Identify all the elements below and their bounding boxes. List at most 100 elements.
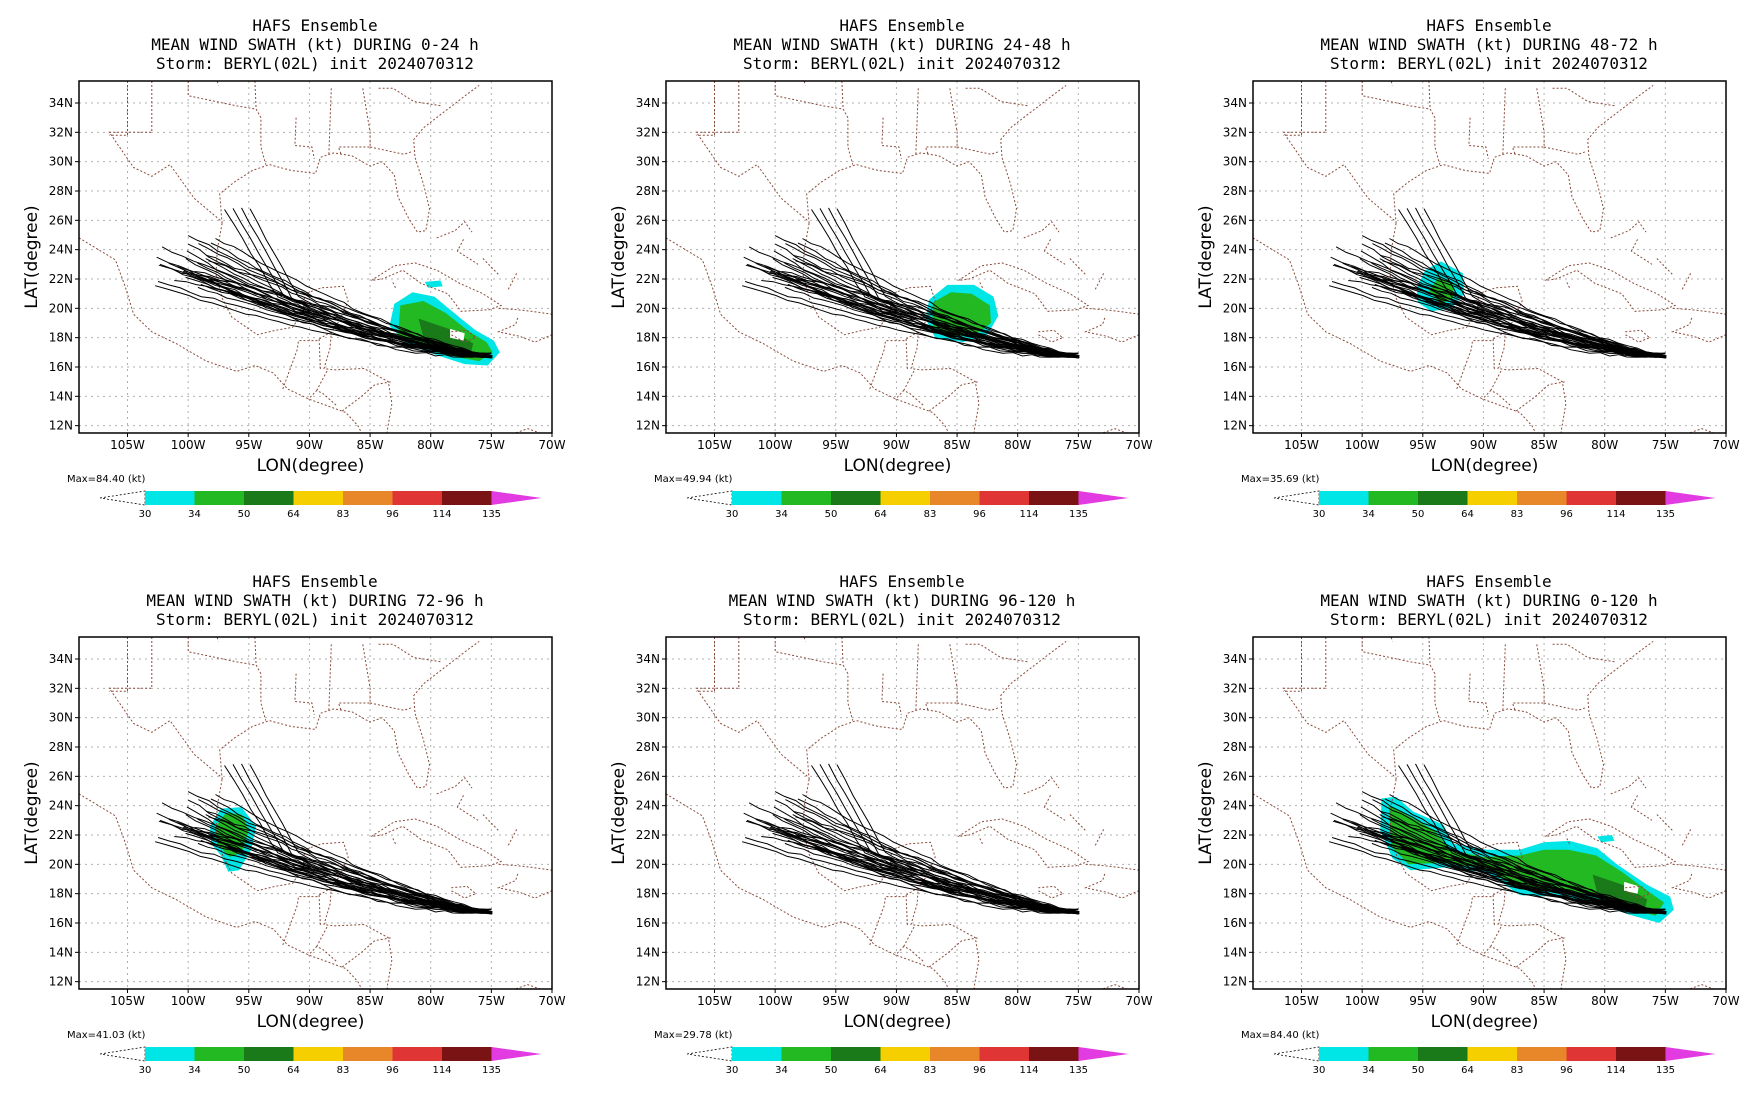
y-tick-label: 34N bbox=[1223, 96, 1247, 110]
y-tick-label: 20N bbox=[1223, 857, 1247, 871]
x-tick-label: 80W bbox=[1591, 438, 1618, 452]
max-wind-label: Max=29.78 (kt) bbox=[654, 1030, 732, 1041]
coastline bbox=[1543, 702, 1587, 711]
y-axis-label: LAT(degree) bbox=[1196, 761, 1216, 864]
coastline bbox=[903, 369, 916, 391]
y-tick-label: 26N bbox=[636, 213, 660, 227]
x-axis-label: LON(degree) bbox=[257, 1012, 365, 1032]
colorbar-segment bbox=[1566, 491, 1616, 505]
coastline bbox=[316, 925, 329, 947]
coastline bbox=[869, 896, 907, 946]
x-tick-label: 80W bbox=[1004, 994, 1031, 1008]
plot-frame bbox=[665, 636, 1140, 990]
colorbar-segment bbox=[732, 1047, 782, 1061]
coastline bbox=[1545, 818, 1677, 868]
ensemble-track bbox=[1389, 794, 1666, 913]
coastline bbox=[1681, 828, 1692, 846]
coastline bbox=[695, 637, 810, 779]
coastline bbox=[1101, 984, 1128, 989]
colorbar-level-label: 34 bbox=[1362, 509, 1375, 520]
x-tick-label: 90W bbox=[883, 438, 910, 452]
x-tick-label: 105W bbox=[110, 438, 145, 452]
map-panel: HAFS Ensemble MEAN WIND SWATH (kt) DURING… bbox=[0, 0, 587, 556]
panel-storm-label: Storm: BERYL(02L) init 2024070312 bbox=[1330, 54, 1648, 73]
colorbar-under-arrow bbox=[99, 490, 146, 506]
colorbar-segment bbox=[194, 1047, 244, 1061]
coastline bbox=[803, 81, 806, 86]
y-tick-label: 12N bbox=[49, 419, 73, 433]
colorbar-segment bbox=[1616, 1047, 1666, 1061]
y-tick-label: 18N bbox=[636, 887, 660, 901]
colorbar-level-label: 96 bbox=[386, 509, 399, 520]
y-tick-label: 32N bbox=[49, 125, 73, 139]
coastline bbox=[1282, 637, 1397, 779]
coastline bbox=[1069, 258, 1086, 275]
coastline bbox=[1656, 258, 1673, 275]
coastline bbox=[1283, 637, 1302, 692]
colorbar-level-label: 83 bbox=[1511, 509, 1524, 520]
x-tick-label: 105W bbox=[697, 994, 732, 1008]
colorbar-level-label: 64 bbox=[874, 509, 887, 520]
ensemble-track bbox=[208, 816, 492, 913]
coastline bbox=[79, 237, 363, 433]
map-area bbox=[79, 81, 552, 433]
x-axis-label: LON(degree) bbox=[1431, 1012, 1539, 1032]
y-tick-label: 34N bbox=[1223, 652, 1247, 666]
x-tick-label: 95W bbox=[822, 438, 849, 452]
coastline bbox=[924, 88, 958, 155]
ensemble-track bbox=[1382, 816, 1666, 913]
coastline bbox=[1361, 637, 1429, 666]
colorbar-segment bbox=[979, 1047, 1029, 1061]
x-tick-label: 70W bbox=[1125, 438, 1152, 452]
coastline bbox=[1502, 88, 1506, 156]
ensemble-track bbox=[1372, 799, 1666, 915]
y-tick-label: 32N bbox=[636, 681, 660, 695]
colorbar-level-label: 83 bbox=[337, 509, 350, 520]
x-tick-label: 80W bbox=[417, 994, 444, 1008]
x-tick-label: 85W bbox=[357, 438, 384, 452]
ensemble-track bbox=[1379, 254, 1665, 358]
y-axis-label: LAT(degree) bbox=[609, 761, 629, 864]
ensemble-track bbox=[208, 260, 492, 357]
colorbar-segment bbox=[831, 491, 881, 505]
colorbar-segment bbox=[880, 491, 930, 505]
x-tick-label: 105W bbox=[110, 994, 145, 1008]
ensemble-track bbox=[792, 810, 1078, 914]
coastline bbox=[294, 117, 315, 159]
map-area bbox=[666, 81, 1139, 433]
y-tick-label: 22N bbox=[636, 272, 660, 286]
x-tick-label: 90W bbox=[1470, 438, 1497, 452]
wind-swath-gap bbox=[450, 328, 465, 341]
y-tick-label: 22N bbox=[636, 828, 660, 842]
coastline bbox=[391, 280, 396, 289]
coastline bbox=[436, 777, 473, 795]
colorbar-segment bbox=[1368, 491, 1418, 505]
x-tick-label: 90W bbox=[296, 438, 323, 452]
colorbar-level-label: 30 bbox=[1313, 509, 1326, 520]
y-tick-label: 18N bbox=[1223, 887, 1247, 901]
x-tick-label: 105W bbox=[697, 438, 732, 452]
coastline bbox=[1670, 307, 1726, 343]
x-tick-label: 80W bbox=[1004, 438, 1031, 452]
coastline bbox=[1688, 428, 1715, 433]
ensemble-track bbox=[1328, 841, 1667, 914]
y-tick-label: 24N bbox=[636, 799, 660, 813]
plot-frame bbox=[1252, 636, 1727, 990]
coastline bbox=[294, 673, 315, 715]
colorbar-under-arrow bbox=[99, 1046, 146, 1062]
ensemble-track bbox=[249, 764, 492, 910]
y-tick-label: 16N bbox=[1223, 360, 1247, 374]
colorbar-level-label: 64 bbox=[1461, 1065, 1474, 1076]
ensemble-track bbox=[836, 764, 1079, 910]
y-tick-label: 26N bbox=[1223, 769, 1247, 783]
ensemble-track bbox=[1359, 814, 1666, 914]
colorbar-level-label: 135 bbox=[1656, 1065, 1675, 1076]
colorbar-segment bbox=[1467, 1047, 1517, 1061]
coastline bbox=[187, 81, 255, 110]
coastline bbox=[1681, 272, 1692, 290]
colorbar-segment bbox=[781, 1047, 831, 1061]
ensemble-track bbox=[795, 816, 1079, 913]
colorbar-segment bbox=[1319, 491, 1369, 505]
ensemble-track bbox=[785, 243, 1079, 359]
colorbar-level-label: 50 bbox=[1412, 509, 1425, 520]
